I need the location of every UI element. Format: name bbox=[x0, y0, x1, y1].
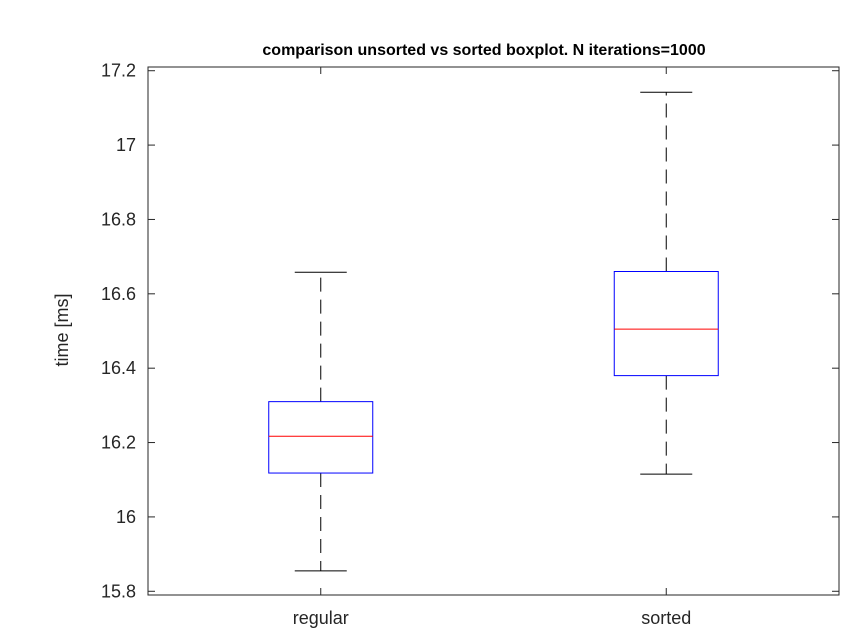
y-tick-label: 17.2 bbox=[101, 61, 136, 81]
boxes bbox=[268, 91, 719, 572]
y-axis: 15.8 16 16.2 16.4 16.6 16.8 17 17.2 bbox=[101, 61, 839, 601]
x-axis: regular sorted bbox=[293, 67, 691, 628]
interquartile-box bbox=[268, 401, 374, 474]
y-tick-label: 15.8 bbox=[101, 581, 136, 601]
y-tick-label: 16.8 bbox=[101, 209, 136, 229]
interquartile-box bbox=[613, 271, 719, 377]
y-tick-label: 16.4 bbox=[101, 358, 136, 378]
x-tick-label: regular bbox=[293, 608, 349, 628]
y-tick-label: 16.2 bbox=[101, 433, 136, 453]
y-tick-label: 17 bbox=[116, 135, 136, 155]
box-sorted bbox=[613, 91, 719, 475]
plot-area-frame bbox=[147, 66, 840, 596]
x-tick-label: sorted bbox=[641, 608, 691, 628]
chart-title: comparison unsorted vs sorted boxplot. N… bbox=[262, 42, 705, 59]
y-tick-label: 16.6 bbox=[101, 284, 136, 304]
y-tick-label: 16 bbox=[116, 507, 136, 527]
y-axis-label: time [ms] bbox=[52, 293, 72, 366]
box-regular bbox=[268, 271, 374, 572]
